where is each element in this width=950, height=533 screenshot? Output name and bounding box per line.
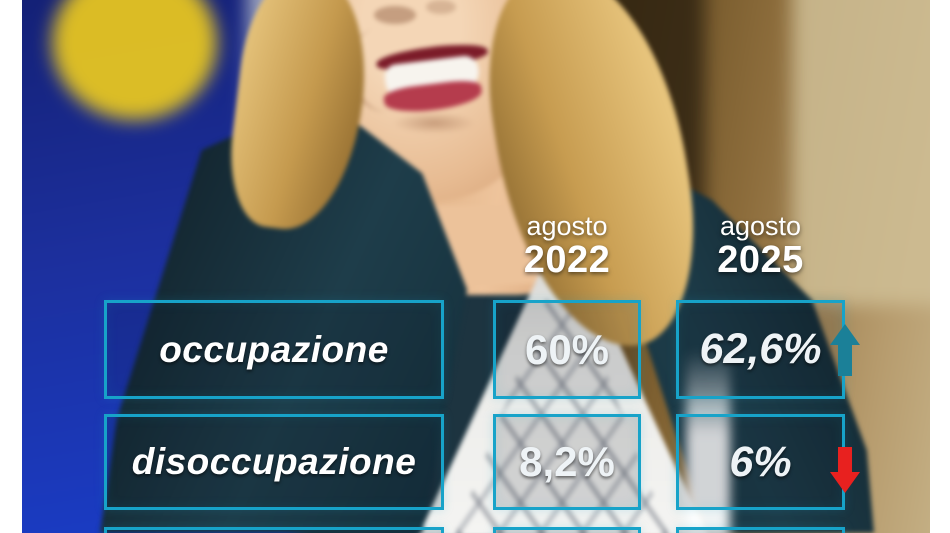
row-disoccupazione-value-2025-box: 6% [676,414,845,510]
eu-flag-star [52,0,217,120]
nose-shadow [426,0,456,14]
row-disoccupazione-value-2025: 6% [729,437,792,486]
arrow-up-icon [830,324,860,376]
column-header-2022: agosto 2022 [493,211,641,279]
row-disoccupazione-value-2022-box: 8,2% [493,414,641,510]
row-disoccupazione-label: disoccupazione [131,441,417,482]
row3-label-box-partial [104,527,444,533]
column-header-2025: agosto 2025 [676,211,845,279]
row-disoccupazione-value-2022: 8,2% [519,438,615,485]
column-header-2025-year: 2025 [717,239,804,281]
nose-shadow [374,6,416,24]
row-occupazione-value-2022-box: 60% [493,300,641,399]
background-photo [22,0,930,533]
row-occupazione-label-box: occupazione [104,300,444,399]
chin-shadow [392,112,476,134]
wall-highlight [792,0,930,305]
row3-value-2022-box-partial [493,527,641,533]
row-disoccupazione-label-box: disoccupazione [104,414,444,510]
light-streak [686,350,730,533]
row-occupazione-value-2025: 62,6% [699,325,822,373]
woman-photo [22,0,930,533]
column-header-2022-month: agosto [526,211,608,241]
arrow-down-icon [830,447,860,493]
column-header-2022-year: 2022 [523,239,611,281]
row-occupazione-value-2022: 60% [524,325,610,373]
row-occupazione-value-2025-box: 62,6% [676,300,845,399]
row-occupazione-label: occupazione [159,328,389,370]
row3-value-2025-box-partial [676,527,845,533]
column-header-2025-month: agosto [719,211,802,241]
